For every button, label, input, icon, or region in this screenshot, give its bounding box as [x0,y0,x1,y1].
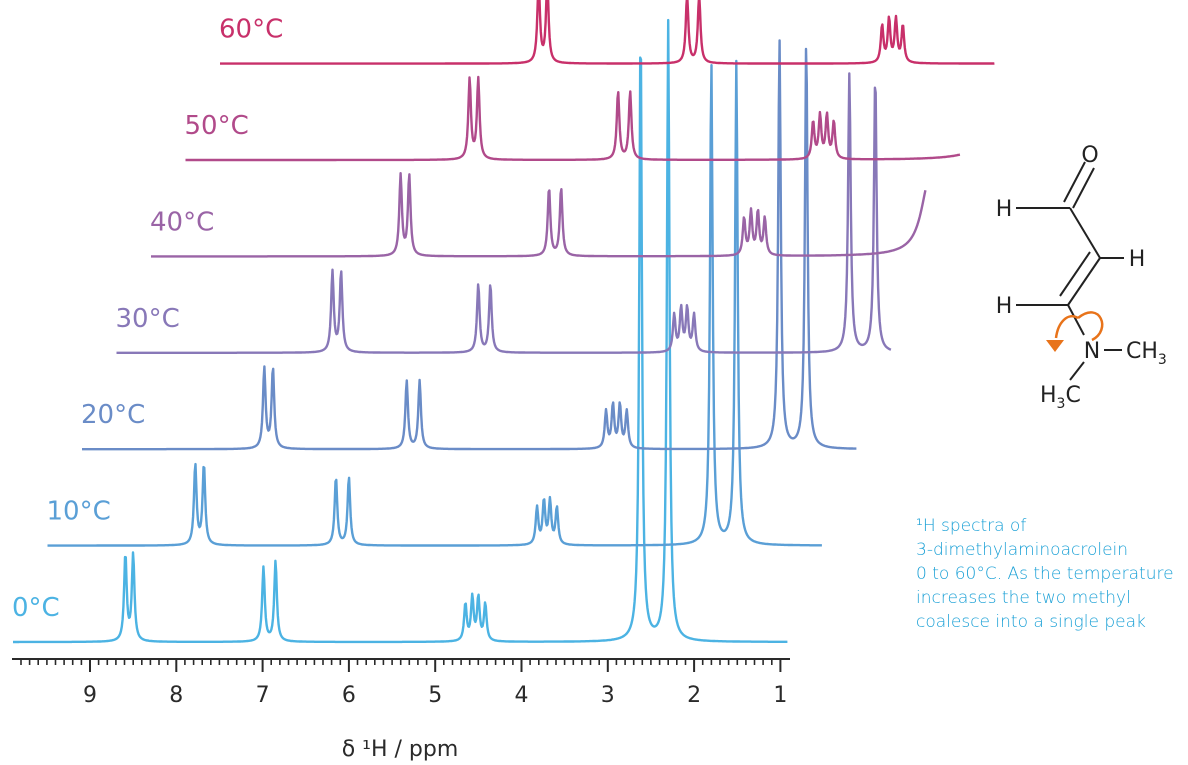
temperature-label: 30°C [116,304,180,334]
bond-c-c-double-2 [1059,251,1091,297]
atom-h-aldehyde: H [996,197,1013,222]
rotation-arrow-icon [1077,311,1104,342]
caption-line-4: increases the two methyl [916,588,1131,608]
temperature-label: 40°C [150,207,214,237]
caption-line-1: ¹H spectra of [916,516,1027,536]
methyl-left-c: C [1065,383,1080,408]
x-tick-label: 6 [342,683,356,708]
temperature-label: 20°C [81,400,145,430]
spectrum-trace-40c [150,172,927,258]
atom-h-alpha: H [1129,247,1146,272]
bond-c-c-double-1 [1067,257,1101,306]
spectra-group: 0°C 10°C 20°C 30°C 40°C 50°C 60°C [12,0,995,644]
x-tick-label: 5 [428,683,442,708]
spectrum-trace-30c [116,72,892,354]
x-tick-label: 4 [515,683,529,708]
x-tick-label: 7 [256,683,270,708]
rotation-arrowhead-icon [1046,340,1064,352]
temperature-label: 50°C [185,111,249,141]
spectrum-trace-0c [12,18,788,644]
methyl-left-h: H [1040,383,1057,408]
bond-n-ch3-left [1069,361,1085,381]
bond-c-o-2 [1063,161,1086,203]
methyl-left-sub: 3 [1057,396,1066,412]
x-tick-label: 3 [601,683,615,708]
nmr-chart: 0°C 10°C 20°C 30°C 40°C 50°C 60°C 9 8 7 6 5 4 3 2 1 δ … [12,0,995,762]
bond-c-o-1 [1072,167,1095,209]
methyl-right-sub: 3 [1158,352,1167,368]
figure-caption: ¹H spectra of 3-dimethylaminoacrolein 0 … [916,514,1188,634]
atom-nitrogen: N [1084,339,1100,364]
spectrum-trace-10c [47,59,823,547]
molecule-structure: O H H H N CH3 H3C [996,143,1167,412]
atom-oxygen: O [1081,143,1098,168]
spectrum-trace-60c [219,0,995,65]
bond-c-c-single [1069,207,1101,259]
x-tick-label: 2 [687,683,701,708]
x-tick-label: 9 [83,683,97,708]
temperature-label: 10°C [47,497,111,527]
atom-methyl-left: H3C [1040,383,1081,412]
methyl-right-ch: CH [1126,339,1158,364]
bond-c-n [1067,304,1085,336]
atom-methyl-right: CH3 [1126,339,1167,368]
rotation-arrow-tail-icon [1054,315,1079,339]
x-axis-ticks [20,659,782,672]
spectrum-trace-20c [81,39,857,451]
atom-h-beta: H [996,294,1013,319]
caption-line-2: 3-dimethylaminoacrolein [916,540,1129,560]
x-axis: 9 8 7 6 5 4 3 2 1 δ ¹H / ppm [12,658,790,762]
temperature-label: 60°C [219,15,283,45]
caption-line-5: coalesce into a single peak [916,612,1146,632]
caption-line-3: 0 to 60°C. As the temperature [916,564,1174,584]
x-tick-label: 8 [169,683,183,708]
x-axis-title: δ ¹H / ppm [342,737,459,762]
x-tick-label: 1 [773,683,787,708]
spectrum-trace-50c [185,75,961,162]
temperature-label: 0°C [12,593,60,623]
x-axis-tick-labels: 9 8 7 6 5 4 3 2 1 [83,683,787,708]
